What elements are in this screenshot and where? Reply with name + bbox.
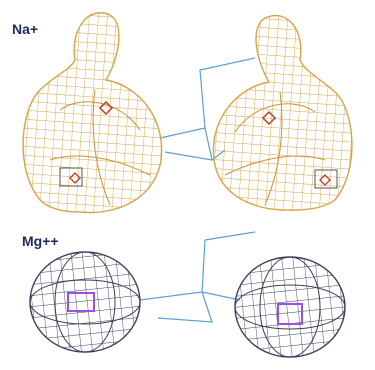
figure: Na+ Mg++ bbox=[0, 0, 375, 370]
page: {"labels": {"top": "Na+", "bottom": "Mg+… bbox=[0, 0, 375, 370]
na-density-left bbox=[23, 13, 162, 213]
mg-density-right bbox=[235, 257, 345, 357]
bond-lines bbox=[205, 232, 255, 240]
mg-density-left bbox=[30, 252, 140, 352]
na-density-right bbox=[213, 16, 352, 211]
mg-label: Mg++ bbox=[22, 233, 59, 249]
bond-lines bbox=[202, 292, 240, 300]
na-label: Na+ bbox=[12, 21, 38, 37]
bond-lines bbox=[140, 240, 205, 300]
bond-lines bbox=[165, 128, 212, 160]
